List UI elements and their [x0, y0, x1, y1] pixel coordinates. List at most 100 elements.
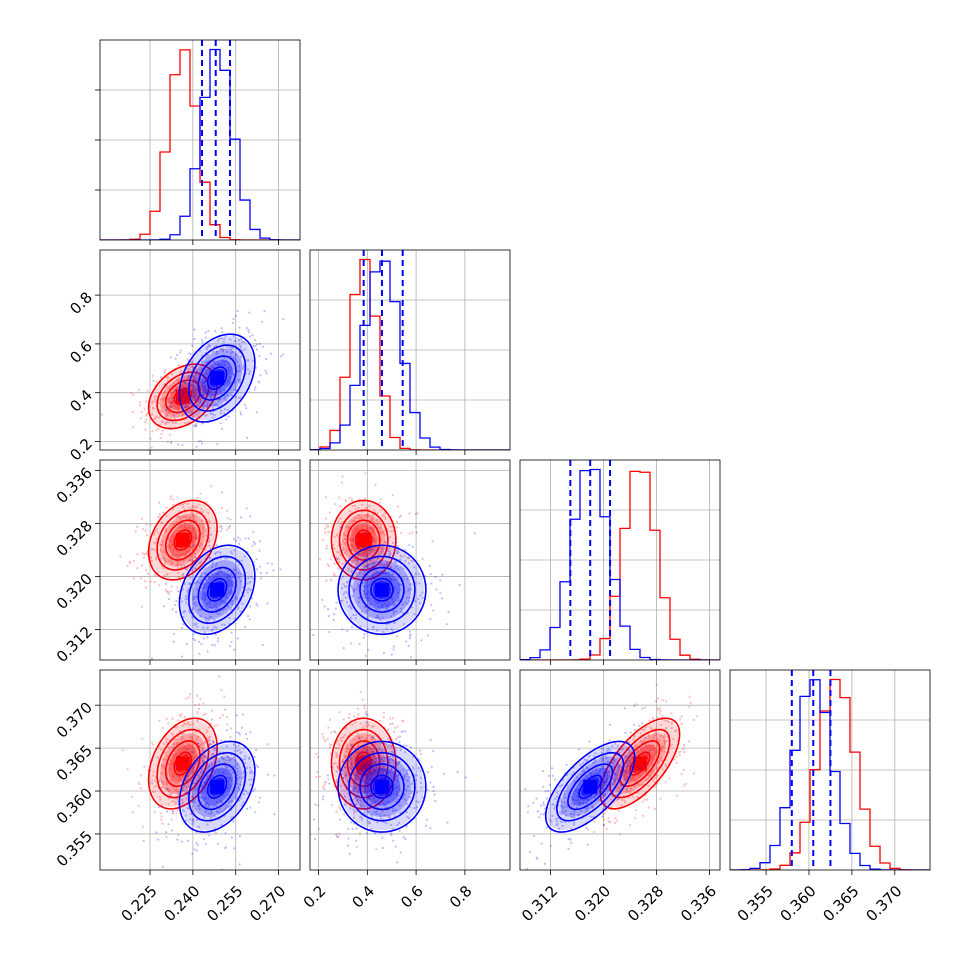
- histogram-series-0: [310, 258, 510, 450]
- contour-1-1: [188, 555, 247, 624]
- peak-marker-1: [210, 582, 225, 597]
- y-tick-label: 0.320: [53, 570, 96, 613]
- contour-0-1: [338, 728, 389, 799]
- y-tick-label: 0.365: [53, 741, 96, 784]
- contour-1-0: [337, 740, 427, 833]
- peak-marker-0: [632, 756, 647, 771]
- contour-1-2: [359, 763, 405, 811]
- panel-frame: [729, 669, 931, 871]
- contour-1-3: [370, 577, 394, 602]
- contour-0-0: [330, 499, 397, 581]
- peak-marker-1: [583, 779, 598, 794]
- x-tick-label: 0.8: [446, 882, 476, 912]
- peak-marker-0: [356, 756, 371, 771]
- contour-1-2: [359, 566, 405, 613]
- y-tick-label: 0.370: [53, 698, 96, 741]
- scatter-panel-0-3: [95, 669, 301, 875]
- contour-1-0: [544, 740, 636, 833]
- histogram-series-1: [100, 48, 300, 240]
- x-tick-label: 0.328: [624, 882, 667, 925]
- x-tick-label: 0.336: [677, 882, 720, 925]
- contour-1-1: [556, 751, 625, 822]
- contour-1-2: [197, 566, 237, 613]
- contour-1-0: [178, 740, 256, 833]
- contour-1-3: [370, 774, 394, 799]
- peak-marker-0: [175, 533, 190, 548]
- x-tick-label: 0.4: [348, 882, 378, 912]
- y-tick-label: 0.355: [53, 827, 96, 870]
- y-tick-label: 0.6: [66, 337, 96, 367]
- contour-0-3: [173, 751, 193, 776]
- contour-0-0: [330, 717, 397, 810]
- y-tick-label: 0.328: [53, 517, 96, 560]
- panel-frame: [99, 249, 301, 451]
- x-tick-label: 0.355: [734, 882, 777, 925]
- peak-marker-1: [210, 371, 225, 386]
- peak-marker-1: [210, 779, 225, 794]
- contour-1-1: [348, 751, 416, 822]
- contour-0-1: [156, 728, 210, 799]
- contour-1-1: [188, 751, 247, 822]
- y-tick-label: 0.360: [53, 784, 96, 827]
- histogram-panel-3: [729, 669, 931, 875]
- contour-0-2: [346, 740, 381, 788]
- x-tick-label: 0.270: [246, 882, 289, 925]
- x-tick-label: 0.312: [518, 882, 561, 925]
- contour-0-1: [338, 509, 389, 571]
- peak-marker-1: [374, 779, 389, 794]
- contour-1-1: [188, 344, 247, 412]
- contour-1-3: [206, 774, 228, 799]
- scatter-panel-0-1: [95, 249, 301, 455]
- panel-frame: [309, 669, 511, 871]
- panel-frame: [99, 459, 301, 661]
- panel-frame: [519, 459, 721, 661]
- y-tick-label: 0.312: [53, 623, 96, 666]
- panel-frame: [309, 459, 511, 661]
- histogram-panel-1: [309, 249, 511, 455]
- peak-marker-0: [356, 533, 371, 548]
- x-tick-label: 0.6: [397, 882, 427, 912]
- scatter-panel-2-3: [519, 669, 721, 875]
- x-tick-label: 0.225: [118, 882, 161, 925]
- contour-0-2: [164, 519, 201, 561]
- contour-1-2: [567, 763, 614, 811]
- contour-1-0: [178, 333, 256, 423]
- contour-1-3: [206, 577, 228, 602]
- histogram-panel-0: [95, 39, 301, 245]
- x-tick-label: 0.360: [777, 882, 820, 925]
- y-tick-label: 0.8: [66, 288, 96, 318]
- x-tick-label: 0.240: [161, 882, 204, 925]
- contour-0-1: [609, 728, 671, 799]
- contour-1-2: [197, 763, 237, 811]
- peak-marker-0: [175, 756, 190, 771]
- contour-0-3: [354, 529, 373, 551]
- y-tick-label: 0.336: [53, 464, 96, 507]
- contour-0-3: [173, 529, 193, 551]
- x-tick-label: 0.370: [862, 882, 905, 925]
- panel-frame: [99, 669, 301, 871]
- contour-1-3: [206, 366, 228, 390]
- panel-frame: [519, 669, 721, 871]
- peak-marker-1: [374, 582, 389, 597]
- x-tick-label: 0.320: [571, 882, 614, 925]
- contour-1-2: [197, 355, 237, 401]
- y-tick-label: 0.2: [66, 435, 96, 465]
- x-tick-label: 0.2: [300, 882, 330, 912]
- x-tick-label: 0.365: [820, 882, 863, 925]
- scatter-panel-1-3: [309, 669, 511, 875]
- contour-1-1: [348, 555, 416, 624]
- contour-1-3: [578, 774, 603, 799]
- contour-0-1: [156, 509, 210, 571]
- histogram-panel-2: [519, 459, 721, 665]
- scatter-panel-0-2: [95, 459, 301, 665]
- contour-1-0: [178, 544, 256, 636]
- contour-0-2: [164, 740, 201, 788]
- contour-1-0: [337, 544, 427, 636]
- contour-0-2: [619, 740, 661, 788]
- x-tick-label: 0.255: [203, 882, 246, 925]
- contour-0-0: [147, 499, 218, 581]
- y-tick-label: 0.4: [66, 386, 96, 416]
- panel-frame: [309, 249, 511, 451]
- scatter-panel-1-2: [309, 459, 511, 665]
